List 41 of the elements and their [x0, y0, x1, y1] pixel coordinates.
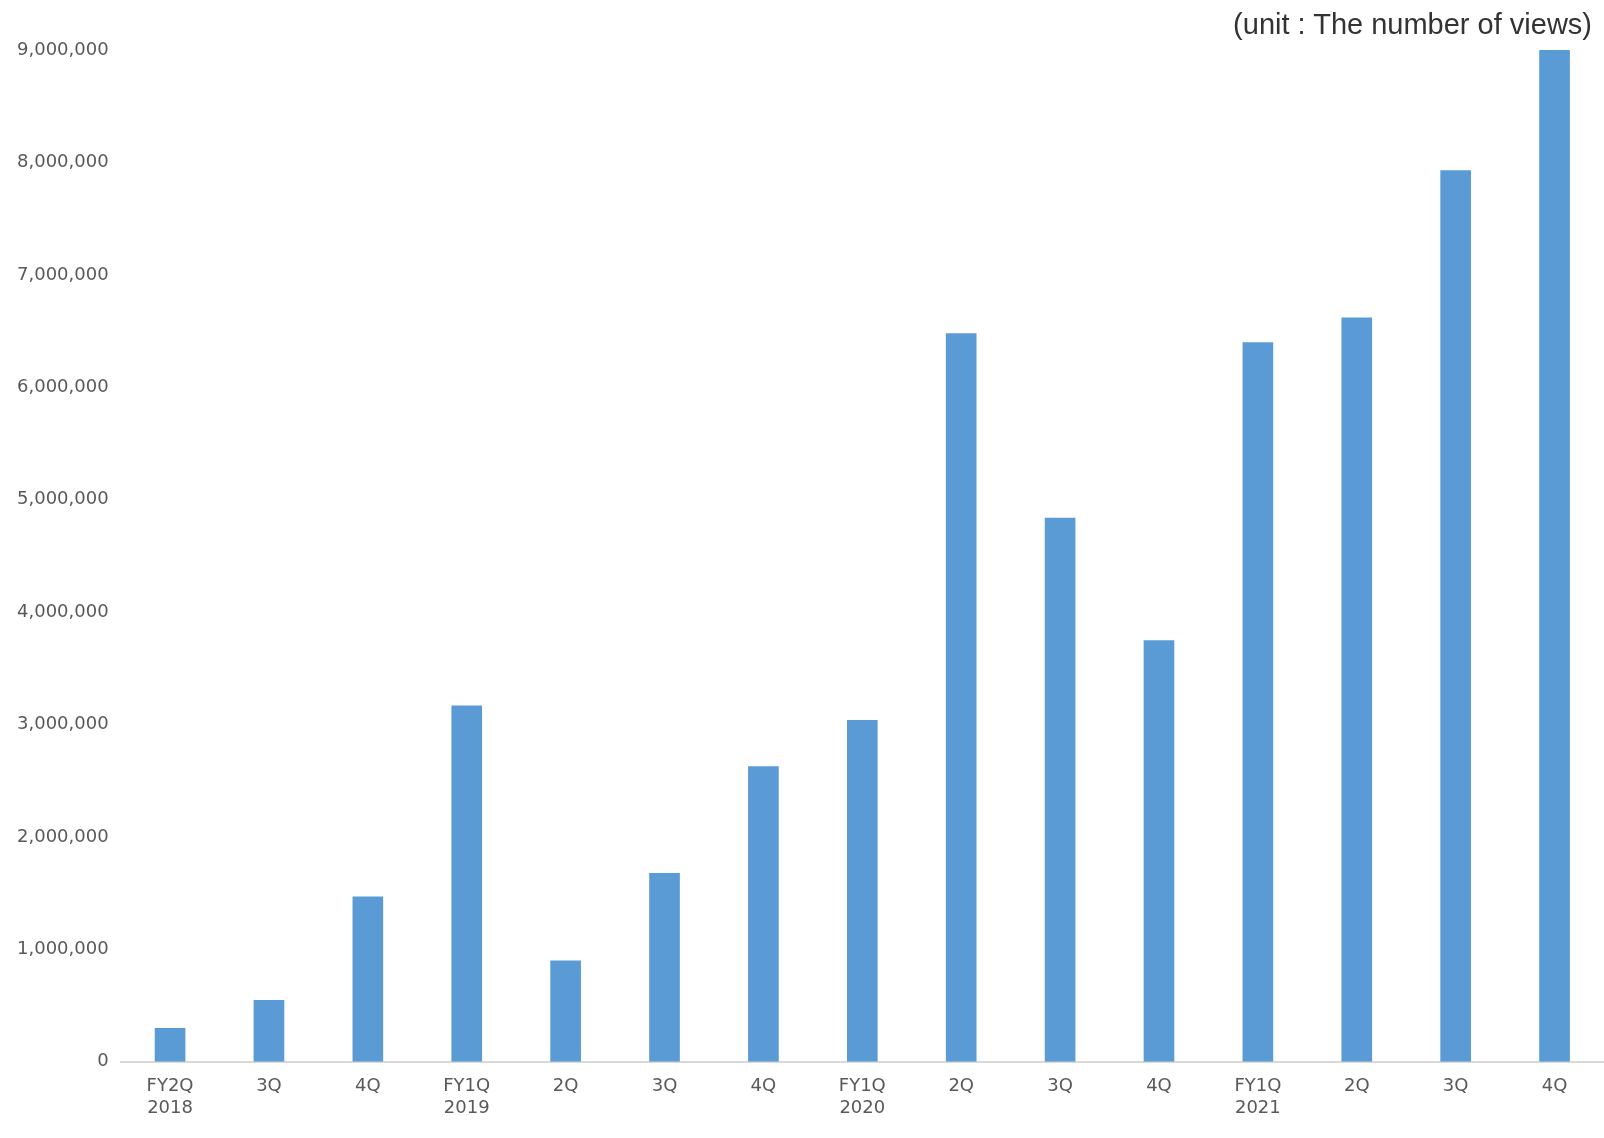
bar [1440, 170, 1471, 1062]
bar [649, 872, 680, 1062]
x-tick-label: 4Q [355, 1074, 381, 1096]
x-tick-label: FY2Q 2018 [146, 1074, 194, 1117]
bar [154, 1028, 186, 1062]
x-tick-label: FY1Q 2021 [1234, 1074, 1282, 1117]
y-tick-label: 1,000,000 [17, 937, 109, 959]
x-tick-label: 4Q [1146, 1074, 1172, 1096]
text: (unit : The number of views) [1233, 8, 1592, 41]
bar [253, 999, 285, 1062]
bar [1143, 640, 1175, 1062]
y-tick-label: 2,000,000 [17, 824, 109, 846]
y-tick-label: 8,000,000 [17, 150, 109, 172]
y-tick-label: 4,000,000 [17, 599, 109, 621]
bar [748, 766, 779, 1062]
x-tick-label: FY1Q 2020 [838, 1074, 886, 1117]
y-tick-label: 7,000,000 [17, 262, 109, 284]
x-tick-label: 3Q [1047, 1074, 1073, 1096]
y-tick-label: 6,000,000 [17, 374, 109, 396]
x-tick-label: 2Q [552, 1074, 579, 1096]
y-tick-label: 0 [97, 1049, 109, 1071]
x-tick-label: 2Q [948, 1074, 975, 1096]
x-tick-label: 4Q [750, 1074, 777, 1096]
bar [1539, 50, 1570, 1062]
y-tick-label: 3,000,000 [17, 712, 109, 734]
x-tick-label: 3Q [651, 1074, 678, 1096]
bar [945, 333, 977, 1062]
bar [550, 960, 581, 1062]
x-tick-label: 3Q [256, 1074, 282, 1096]
x-tick-label: 3Q [1442, 1074, 1469, 1096]
x-tick-label: FY1Q 2019 [443, 1074, 491, 1117]
bar [1242, 342, 1274, 1062]
bar [1341, 317, 1373, 1062]
bar [846, 720, 878, 1062]
bar [352, 896, 384, 1062]
y-tick-label: 5,000,000 [17, 487, 109, 509]
bar [1044, 517, 1076, 1062]
x-tick-label: 4Q [1541, 1074, 1568, 1096]
bar [451, 705, 483, 1062]
x-tick-label: 2Q [1343, 1074, 1370, 1096]
y-tick-label: 9,000,000 [17, 37, 109, 59]
